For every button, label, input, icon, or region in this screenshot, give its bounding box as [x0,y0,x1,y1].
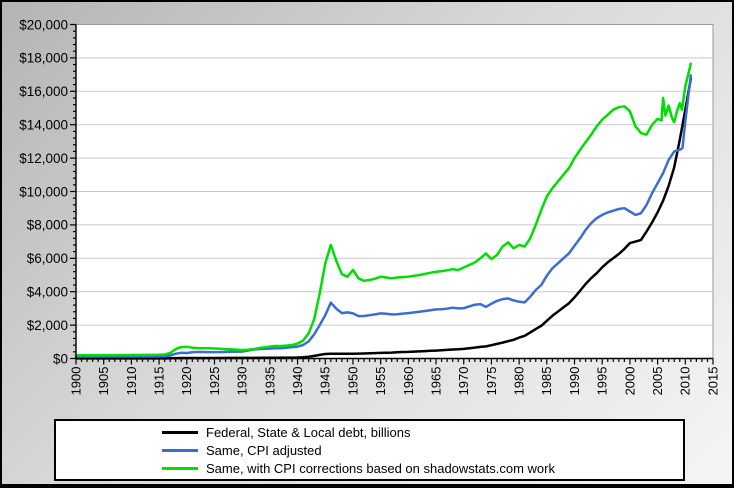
x-axis-label: 1900 [68,367,83,396]
legend-label-nominal-debt: Federal, State & Local debt, billions [206,424,411,440]
x-axis-label: 2015 [705,367,720,396]
y-axis-label: $16,000 [19,84,68,99]
x-axis-label: 2000 [622,367,637,396]
x-axis-label: 1935 [262,367,277,396]
x-axis-label: 1910 [124,367,139,396]
legend-label-cpi-adjusted: Same, CPI adjusted [206,442,322,458]
x-axis-label: 1920 [179,367,194,396]
x-axis-label: 2005 [650,367,665,396]
y-axis-label: $2,000 [27,318,68,333]
legend-swatch-green-line [162,466,198,470]
y-axis-label: $10,000 [19,184,68,199]
x-axis-label: 1990 [567,367,582,396]
y-axis-label: $0 [53,351,68,366]
legend-item-cpi-adjusted: Same, CPI adjusted [162,441,683,459]
x-axis-label: 1945 [318,367,333,396]
x-axis-label: 1995 [595,367,610,396]
x-axis-label: 1950 [345,367,360,396]
x-axis-label: 1975 [484,367,499,396]
y-axis-label: $20,000 [19,17,68,32]
x-axis-label: 1915 [152,367,167,396]
x-axis-label: 1905 [96,367,111,396]
x-axis-label: 1960 [401,367,416,396]
x-axis-label: 1970 [456,367,471,396]
legend-item-shadowstats-corrected: Same, with CPI corrections based on shad… [162,459,683,477]
x-axis-label: 1985 [539,367,554,396]
legend-swatch-blue-line [162,448,198,452]
x-axis-label: 1955 [373,367,388,396]
x-axis-label: 1965 [428,367,443,396]
series-line-0 [74,77,693,360]
y-axis-label: $18,000 [19,51,68,66]
y-axis-label: $4,000 [27,285,68,300]
x-axis-label: 2010 [678,367,693,396]
legend-item-nominal-debt: Federal, State & Local debt, billions [162,423,683,441]
x-axis-label: 1925 [207,367,222,396]
y-axis-label: $8,000 [27,218,68,233]
y-axis-label: $14,000 [19,118,68,133]
chart-legend: Federal, State & Local debt, billions Sa… [54,419,685,481]
series-line-2 [74,62,693,357]
y-axis-label: $6,000 [27,251,68,266]
x-axis-label: 1980 [512,367,527,396]
legend-swatch-black-line [162,430,198,434]
legend-label-shadowstats-corrected: Same, with CPI corrections based on shad… [206,460,555,476]
x-axis-label: 1940 [290,367,305,396]
y-axis-label: $12,000 [19,151,68,166]
x-axis-label: 1930 [235,367,250,396]
